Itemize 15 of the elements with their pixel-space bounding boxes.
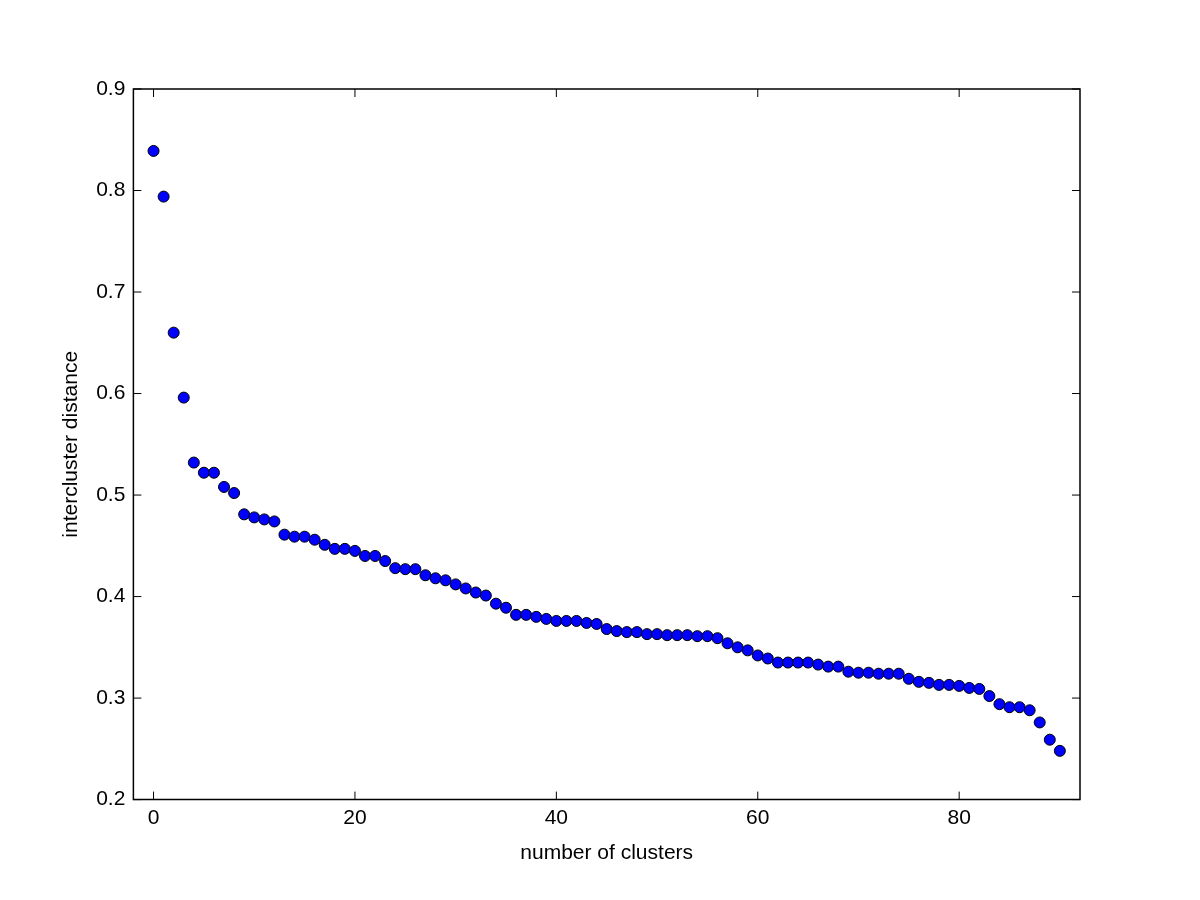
- x-tick-label: 40: [544, 805, 569, 828]
- y-tick-label: 0.2: [96, 786, 126, 810]
- x-tick-label: 60: [746, 805, 770, 828]
- y-tick-label: 0.5: [96, 481, 126, 505]
- y-tick-label: 0.3: [96, 684, 126, 708]
- x-tick-label: 20: [343, 805, 367, 828]
- x-tick-label: 0: [147, 805, 160, 828]
- y-axis-title: intercluster distance: [58, 350, 82, 538]
- y-tick-label: 0.9: [96, 75, 126, 99]
- y-tick-label: 0.8: [96, 177, 126, 201]
- x-tick-label: 80: [947, 805, 971, 828]
- y-tick-label: 0.6: [96, 380, 126, 404]
- y-tick-label: 0.7: [96, 278, 126, 302]
- y-tick-label: 0.4: [96, 583, 126, 607]
- x-axis-title: number of clusters: [520, 840, 694, 864]
